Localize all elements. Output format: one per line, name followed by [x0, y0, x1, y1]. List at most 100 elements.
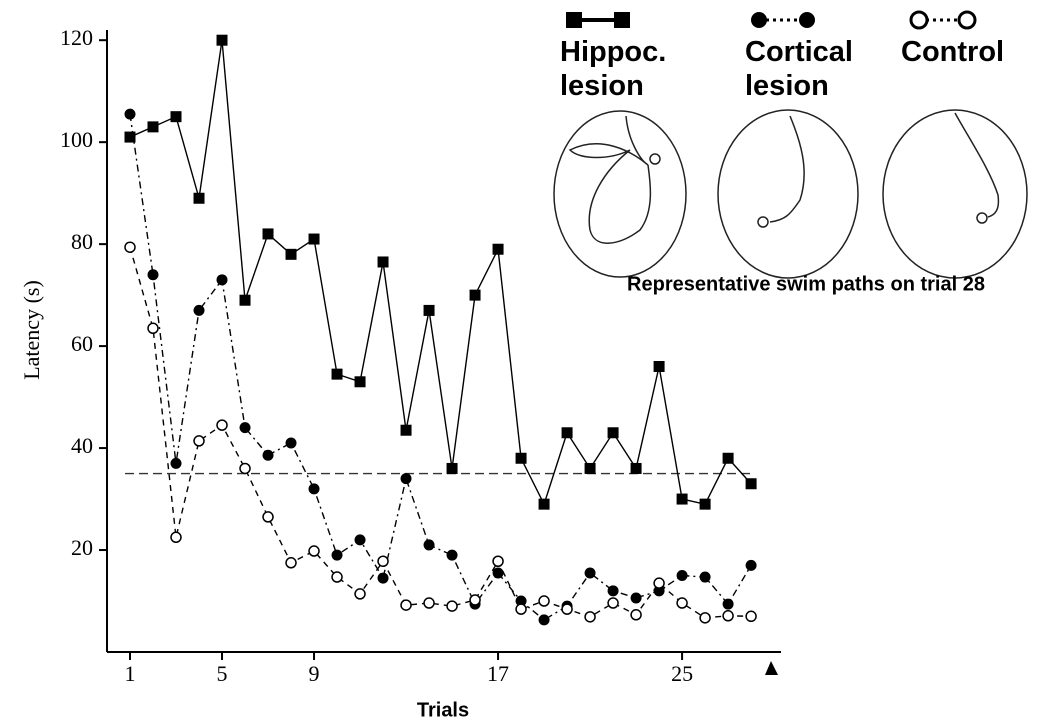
marker: [492, 243, 504, 255]
legend-marker: [751, 12, 767, 28]
marker: [170, 531, 182, 544]
marker: [331, 549, 343, 561]
marker: [193, 304, 205, 316]
legend-marker: [614, 12, 630, 28]
platform: [976, 212, 988, 224]
marker: [699, 612, 711, 624]
marker: [699, 498, 711, 510]
marker: [630, 462, 642, 474]
marker: [561, 603, 573, 615]
marker: [354, 534, 366, 546]
marker: [607, 585, 619, 597]
y-tick-label: 100: [60, 127, 93, 152]
inset: [553, 109, 1028, 279]
legend-label: Control: [901, 36, 1005, 68]
marker: [400, 599, 412, 611]
marker: [262, 449, 274, 461]
marker: [354, 588, 366, 600]
series-line: [129, 114, 752, 621]
marker: [676, 493, 688, 505]
marker: [216, 34, 228, 46]
swim-path: [954, 112, 1000, 218]
marker: [492, 567, 504, 579]
marker: [722, 452, 734, 464]
marker: [423, 597, 435, 609]
swim-path: [568, 115, 652, 244]
marker: [308, 483, 320, 495]
y-axis-label: Latency (s): [19, 280, 44, 380]
marker: [354, 376, 366, 388]
marker: [170, 457, 182, 469]
marker: [285, 248, 297, 260]
marker: [745, 559, 757, 571]
platform: [757, 216, 769, 228]
pool: [553, 110, 687, 278]
marker: [124, 131, 136, 143]
pool: [882, 109, 1028, 279]
y-tick-label: 40: [71, 433, 93, 458]
x-tick-label: 25: [671, 661, 693, 686]
marker: [722, 598, 734, 610]
marker: [400, 424, 412, 436]
marker: [124, 241, 136, 253]
marker: [469, 289, 481, 301]
marker: [147, 322, 159, 335]
marker: [308, 233, 320, 245]
legend-marker: [566, 12, 582, 28]
marker: [331, 368, 343, 380]
marker: [377, 572, 389, 584]
marker: [239, 294, 251, 306]
marker: [538, 498, 550, 510]
marker: [377, 256, 389, 268]
marker: [630, 592, 642, 604]
marker: [584, 462, 596, 474]
marker: [423, 539, 435, 551]
marker: [170, 111, 182, 123]
marker: [745, 478, 757, 490]
legend-label: Cortical lesion: [745, 36, 853, 102]
series-line: [129, 40, 752, 506]
marker: [607, 597, 619, 609]
legend-marker: [799, 12, 815, 28]
inset-caption: Representative swim paths on trial 28: [627, 273, 985, 295]
marker: [607, 427, 619, 439]
marker: [515, 452, 527, 464]
marker: [124, 108, 136, 120]
marker: [262, 511, 274, 523]
legend-label: Hippoc. lesion: [560, 36, 667, 102]
x-axis-label: Trials: [417, 699, 469, 721]
marker: [193, 435, 205, 447]
legend-marker: [957, 10, 977, 30]
marker: [584, 611, 596, 623]
marker: [584, 567, 596, 579]
y-tick-label: 20: [71, 535, 93, 560]
marker: [262, 228, 274, 240]
x-tick-label: 9: [309, 661, 320, 686]
x-tick-label: 1: [125, 661, 136, 686]
marker: [446, 462, 458, 474]
marker: [147, 269, 159, 281]
arrow-marker: [765, 661, 778, 675]
marker: [216, 419, 228, 431]
x-tick-label: 17: [487, 661, 509, 686]
marker: [469, 594, 481, 606]
marker: [745, 610, 757, 623]
marker: [653, 577, 665, 589]
marker: [216, 274, 228, 286]
marker: [239, 462, 251, 475]
y-tick-label: 120: [60, 25, 93, 50]
marker: [423, 304, 435, 316]
marker: [446, 600, 458, 612]
legend-marker: [909, 10, 929, 30]
marker: [193, 192, 205, 204]
marker: [446, 549, 458, 561]
marker: [699, 571, 711, 583]
marker: [722, 610, 734, 622]
marker: [285, 437, 297, 449]
marker: [308, 545, 320, 557]
pool: [717, 109, 859, 279]
marker: [400, 473, 412, 485]
y-tick-label: 80: [71, 229, 93, 254]
